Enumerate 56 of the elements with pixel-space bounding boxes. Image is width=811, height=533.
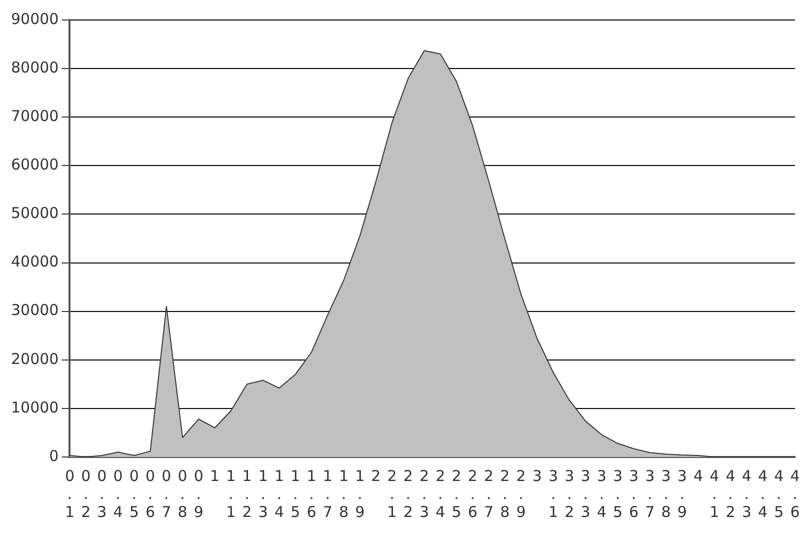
x-tick-label: 1 (210, 466, 220, 485)
x-tick-label: 4.4 (758, 466, 768, 521)
x-tick-label: 2.4 (436, 466, 446, 521)
x-tick-label: 0.7 (162, 466, 172, 521)
x-tick-label: 2.1 (387, 466, 397, 521)
y-tick-label: 80000 (11, 58, 59, 76)
x-tick-label: 0.2 (81, 466, 91, 521)
y-tick-label: 60000 (11, 156, 59, 174)
x-tick-label: 4.6 (790, 466, 800, 521)
y-tick-label: 40000 (11, 252, 59, 271)
x-tick-label: 3.9 (677, 466, 687, 521)
x-tick-label: 0.1 (64, 466, 74, 521)
x-tick-label: 2 (371, 466, 381, 485)
x-tick-label: 0.6 (146, 466, 156, 521)
x-tick-label: 3.1 (548, 466, 558, 521)
y-tick-label: 20000 (11, 350, 59, 368)
x-tick-label: 3 (532, 466, 542, 485)
x-tick-label: 0.8 (178, 466, 188, 521)
x-tick-label: 2.3 (420, 466, 430, 521)
y-tick-label: 90000 (11, 10, 59, 28)
x-tick-label: 3.2 (564, 466, 574, 521)
x-tick-label: 3.7 (645, 466, 655, 521)
x-tick-label: 2.7 (484, 466, 494, 521)
y-tick-label: 70000 (11, 107, 59, 125)
x-tick-label: 4 (694, 466, 704, 485)
y-tick-label: 0 (49, 446, 59, 465)
x-tick-label: 2.9 (516, 466, 526, 521)
y-tick-label: 50000 (11, 204, 59, 222)
x-tick-label: 0.9 (194, 466, 204, 521)
x-tick-label: 1.9 (355, 466, 365, 521)
x-tick-label: 0.5 (129, 466, 139, 521)
x-tick-label: 3.8 (661, 466, 671, 521)
x-tick-label: 4.5 (774, 466, 784, 521)
x-tick-label: 1.5 (290, 466, 300, 521)
x-tick-label: 1.1 (226, 466, 236, 521)
x-tick-label: 2.2 (403, 466, 413, 521)
x-tick-label: 1.4 (274, 466, 284, 521)
x-tick-label: 0.3 (97, 466, 107, 521)
x-tick-label: 3.3 (580, 466, 590, 521)
x-tick-label: 3.5 (612, 466, 622, 521)
x-tick-label: 3.4 (596, 466, 606, 521)
x-tick-label: 1.2 (242, 466, 252, 521)
x-tick-label: 4.1 (710, 466, 720, 521)
x-tick-label: 1.6 (306, 466, 316, 521)
x-tick-label: 1.7 (322, 466, 332, 521)
y-tick-label: 10000 (11, 398, 59, 416)
x-tick-label: 3.6 (629, 466, 639, 521)
y-tick-label: 30000 (11, 301, 59, 320)
x-tick-label: 2.8 (500, 466, 510, 521)
x-tick-label: 1.8 (338, 466, 348, 521)
x-tick-label: 2.6 (468, 466, 478, 521)
x-tick-label: 1.3 (258, 466, 268, 521)
x-tick-label: 4.2 (726, 466, 736, 521)
x-tick-label: 0.4 (113, 466, 123, 521)
x-tick-label: 4.3 (742, 466, 752, 521)
x-tick-label: 2.5 (452, 466, 462, 521)
